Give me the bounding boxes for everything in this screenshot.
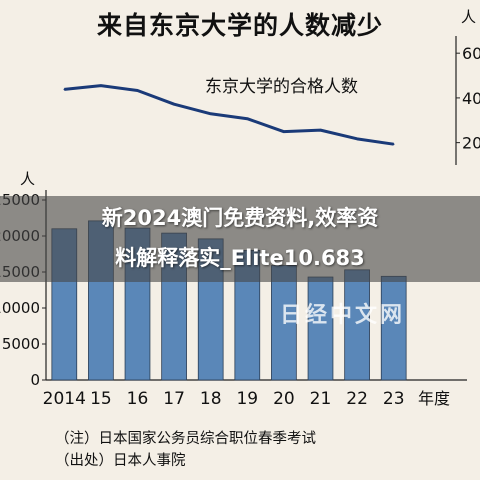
x-axis-trailing-label: 年度: [418, 389, 450, 408]
right-tick-label: 600: [462, 44, 480, 63]
x-tick-label: 15: [90, 389, 112, 409]
bar-21: [307, 276, 334, 381]
caption-line-1: 新2024澳门免费资料,效率资: [101, 206, 379, 230]
line-point-21: [319, 129, 322, 131]
line-point-19: [246, 117, 249, 120]
line-point-17: [173, 103, 175, 105]
notes: （注）日本国家公务员综合职位春季考试 （出处）日本人事院: [55, 428, 316, 472]
line-series: [64, 84, 394, 146]
right-axis-unit-label: 人: [461, 8, 477, 26]
left-tick-label: 0: [30, 371, 40, 389]
x-tick-label: 16: [127, 389, 149, 409]
right-tick-label: 400: [462, 89, 480, 108]
x-tick-label: 20: [273, 389, 295, 409]
line-point-15: [100, 84, 102, 87]
right-tick-label: 200: [462, 134, 480, 153]
line-point-16: [136, 89, 139, 92]
caption-line-2: 料解释落实_Elite10.683: [115, 246, 365, 270]
line-point-20: [283, 130, 285, 133]
line-point-23: [392, 143, 395, 146]
source-text: （出处）日本人事院: [55, 453, 186, 469]
left-tick-label: 10000: [0, 299, 40, 317]
left-axis-unit-label: 人: [20, 170, 36, 188]
line-point-2014: [63, 88, 66, 91]
line-point-22: [356, 138, 358, 140]
bar-20: [271, 265, 297, 381]
line-series-label: 东京大学的合格人数: [205, 77, 358, 97]
caption-overlay: 新2024澳门免费资料,效率资 料解释落实_Elite10.683: [0, 196, 480, 282]
x-tick-label: 2014: [43, 389, 86, 409]
x-tick-label: 22: [346, 389, 368, 409]
chart-title: 来自东京大学的人数减少: [96, 11, 383, 40]
x-tick-label: 17: [163, 389, 185, 409]
x-tick-label: 19: [236, 389, 258, 409]
note-text: （注）日本国家公务员综合职位春季考试: [55, 431, 316, 447]
bar-23: [380, 275, 407, 381]
left-tick-label: 5000: [2, 335, 40, 353]
watermark-text: 日经中文网: [280, 303, 406, 328]
line-point-18: [209, 112, 212, 115]
bar-22: [344, 269, 370, 381]
x-tick-label: 21: [310, 389, 332, 409]
x-tick-label: 18: [200, 389, 222, 409]
x-tick-label: 23: [383, 389, 405, 409]
